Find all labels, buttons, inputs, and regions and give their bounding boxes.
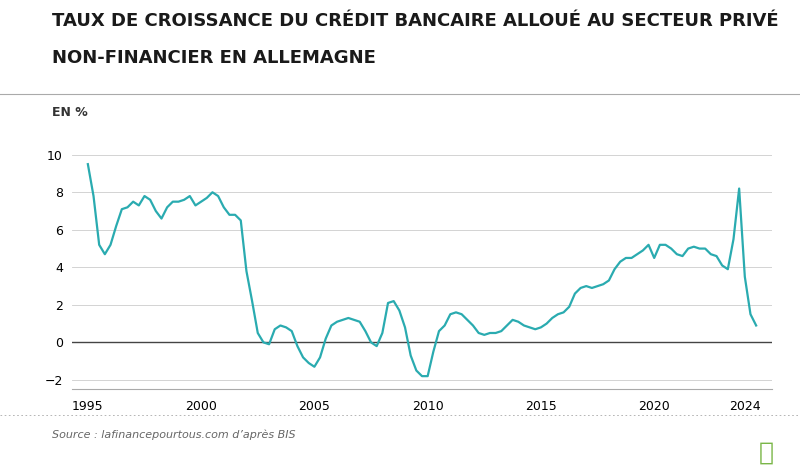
Text: 🌿: 🌿 (759, 440, 774, 464)
Text: EN %: EN % (52, 106, 88, 119)
Text: Source : lafinancepourtous.com d’après BIS: Source : lafinancepourtous.com d’après B… (52, 429, 296, 439)
Text: NON-FINANCIER EN ALLEMAGNE: NON-FINANCIER EN ALLEMAGNE (52, 49, 376, 67)
Text: TAUX DE CROISSANCE DU CRÉDIT BANCAIRE ALLOUÉ AU SECTEUR PRIVÉ: TAUX DE CROISSANCE DU CRÉDIT BANCAIRE AL… (52, 12, 778, 30)
